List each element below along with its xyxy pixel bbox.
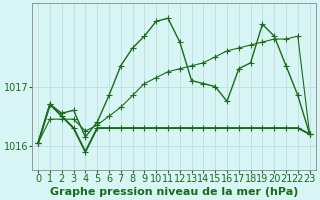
X-axis label: Graphe pression niveau de la mer (hPa): Graphe pression niveau de la mer (hPa) <box>50 187 298 197</box>
